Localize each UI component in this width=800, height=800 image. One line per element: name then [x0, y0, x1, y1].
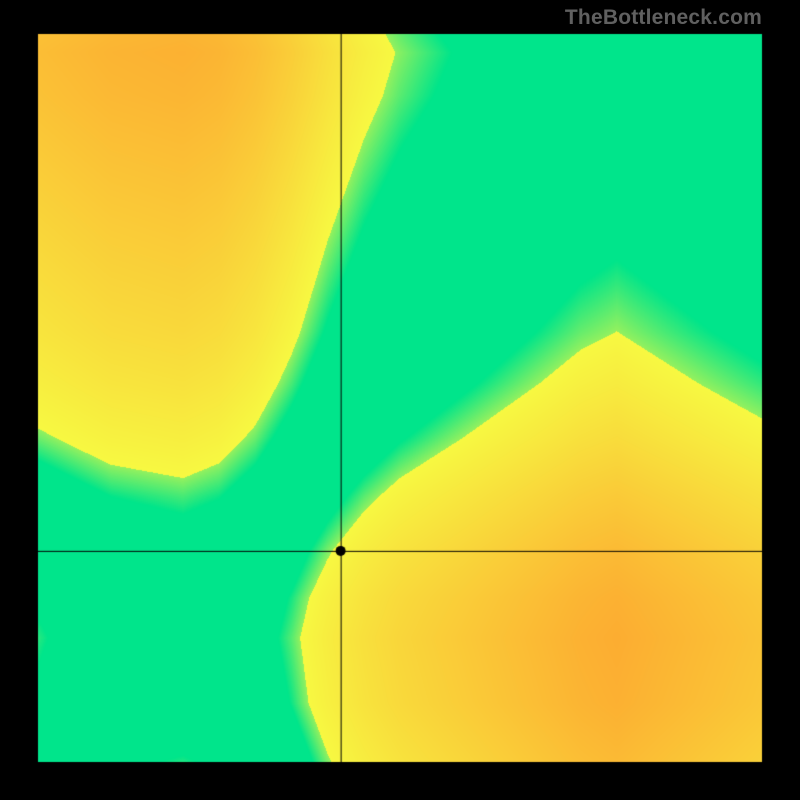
chart-container: TheBottleneck.com [0, 0, 800, 800]
watermark: TheBottleneck.com [565, 6, 762, 30]
heatmap-canvas [0, 0, 800, 800]
